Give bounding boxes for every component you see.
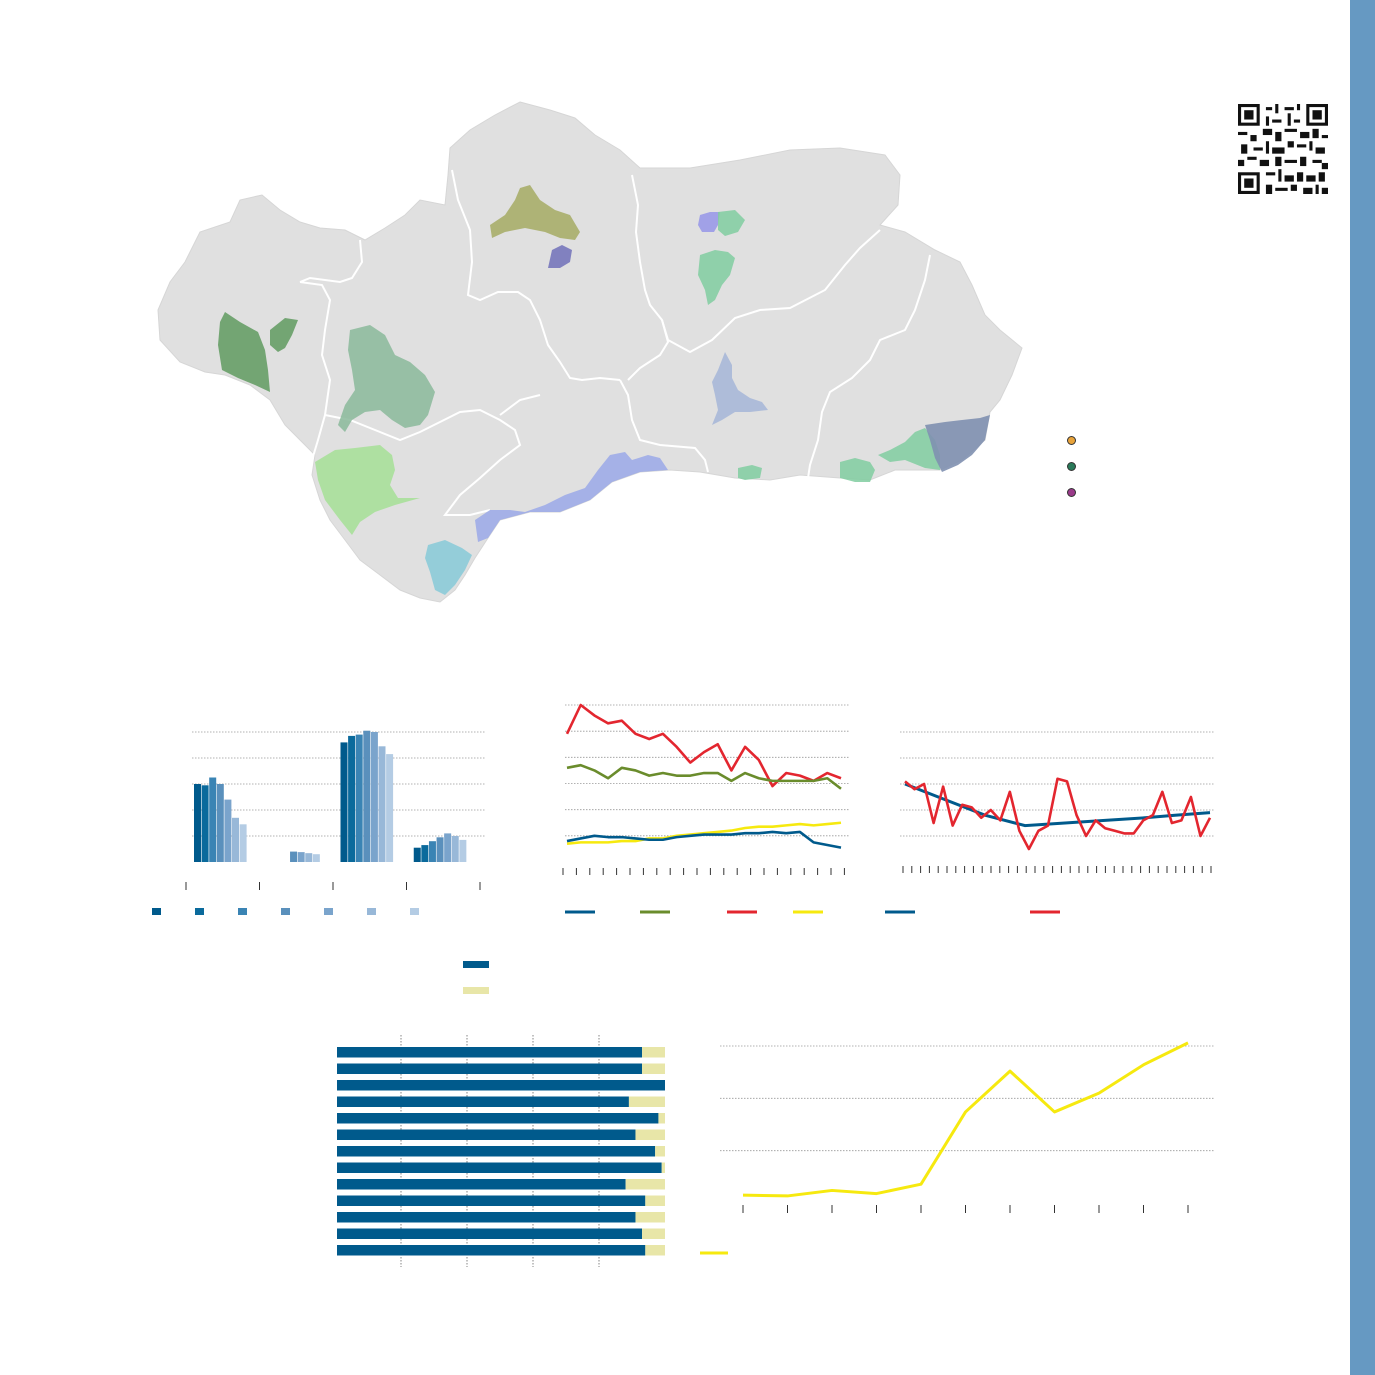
- bar-segment: [645, 1245, 665, 1256]
- andalucia-map: [157, 101, 1023, 603]
- stacked-bar-chart: [337, 1035, 665, 1267]
- zone-cordoba-north: [490, 185, 580, 240]
- bar: [239, 824, 247, 862]
- bar: [348, 735, 356, 862]
- legend-swatch: [367, 908, 376, 915]
- bar-segment: [642, 1047, 665, 1058]
- bar-segment: [337, 1212, 636, 1223]
- bar-segment: [337, 1063, 643, 1074]
- series-line: [566, 763, 842, 790]
- series-line: [565, 703, 842, 788]
- bar-segment: [337, 1245, 646, 1256]
- bar-segment: [635, 1129, 665, 1140]
- bar: [297, 852, 305, 862]
- stacked-legend-swatch-beige: [463, 987, 489, 994]
- bar-segment: [642, 1063, 665, 1074]
- bar-segment: [655, 1146, 665, 1157]
- bar: [340, 742, 348, 862]
- trend-line-chart: [900, 731, 1215, 873]
- series-line: [566, 821, 842, 845]
- zone-malaga-coast: [475, 452, 668, 542]
- zone-jaen-north-blue: [698, 212, 720, 232]
- bar: [421, 845, 429, 862]
- bar-segment: [625, 1179, 665, 1190]
- bar-segment: [337, 1162, 662, 1173]
- andalucia-land: [157, 101, 1023, 603]
- series-line: [904, 782, 1211, 828]
- bar: [428, 841, 436, 862]
- bar: [370, 732, 378, 862]
- bar: [232, 817, 239, 862]
- bar: [201, 785, 209, 862]
- bar: [444, 833, 452, 862]
- bar-segment: [658, 1113, 665, 1124]
- bar-segment: [661, 1162, 665, 1173]
- zone-cordoba-purple: [548, 245, 572, 268]
- bar-segment: [337, 1047, 643, 1058]
- multi-line-chart: [562, 703, 1060, 914]
- zone-almeria-coast: [840, 428, 940, 482]
- bar-segment: [337, 1096, 629, 1107]
- bar: [413, 847, 421, 862]
- zone-jaen-green: [698, 210, 745, 305]
- zone-almeria-east: [925, 415, 990, 472]
- bar: [451, 836, 459, 862]
- yellow-line-chart: [700, 1041, 1215, 1255]
- bar-segment: [337, 1113, 659, 1124]
- bar-segment: [337, 1129, 636, 1140]
- bar-segment: [642, 1228, 665, 1239]
- grouped-bar-chart: [152, 730, 485, 915]
- bar-segment: [337, 1080, 665, 1091]
- series-line: [566, 830, 842, 849]
- legend-marker-orange: [1067, 436, 1076, 445]
- province-borders: [299, 169, 931, 516]
- legend-swatch: [152, 908, 161, 915]
- bar-segment: [337, 1195, 646, 1206]
- bar-segment: [337, 1146, 656, 1157]
- bar-segment: [635, 1212, 665, 1223]
- qr-code-icon[interactable]: [1238, 104, 1328, 194]
- bar-segment: [337, 1179, 626, 1190]
- bar-segment: [337, 1228, 643, 1239]
- zone-gibraltar: [425, 540, 472, 595]
- zone-huelva-west: [218, 312, 298, 392]
- side-accent-bar: [1350, 0, 1375, 1375]
- bar: [386, 754, 394, 862]
- zone-sevilla-north: [338, 325, 435, 432]
- bar: [209, 777, 217, 862]
- legend-swatch: [410, 908, 419, 915]
- legend-marker-green: [1067, 462, 1076, 471]
- series-line: [742, 1041, 1189, 1198]
- bar: [312, 854, 320, 862]
- bar: [436, 837, 444, 862]
- bar: [224, 799, 232, 862]
- series-line: [904, 777, 1212, 851]
- legend-swatch: [195, 908, 204, 915]
- legend-swatch: [281, 908, 290, 915]
- bar: [290, 851, 298, 862]
- stacked-legend-swatch-blue: [463, 961, 489, 968]
- zone-granada-center: [712, 352, 768, 425]
- bar-segment: [645, 1195, 665, 1206]
- bar-segment: [628, 1096, 665, 1107]
- zone-cadiz-coast: [315, 445, 420, 535]
- legend-marker-purple: [1067, 488, 1076, 497]
- legend-swatch: [324, 908, 333, 915]
- bar: [378, 746, 386, 862]
- bar: [216, 784, 224, 862]
- bar: [363, 730, 371, 862]
- legend-swatch: [238, 908, 247, 915]
- bar: [459, 839, 467, 862]
- zone-granada-coast: [738, 465, 762, 480]
- bar: [194, 784, 201, 862]
- bar: [305, 853, 313, 862]
- bar: [355, 734, 363, 862]
